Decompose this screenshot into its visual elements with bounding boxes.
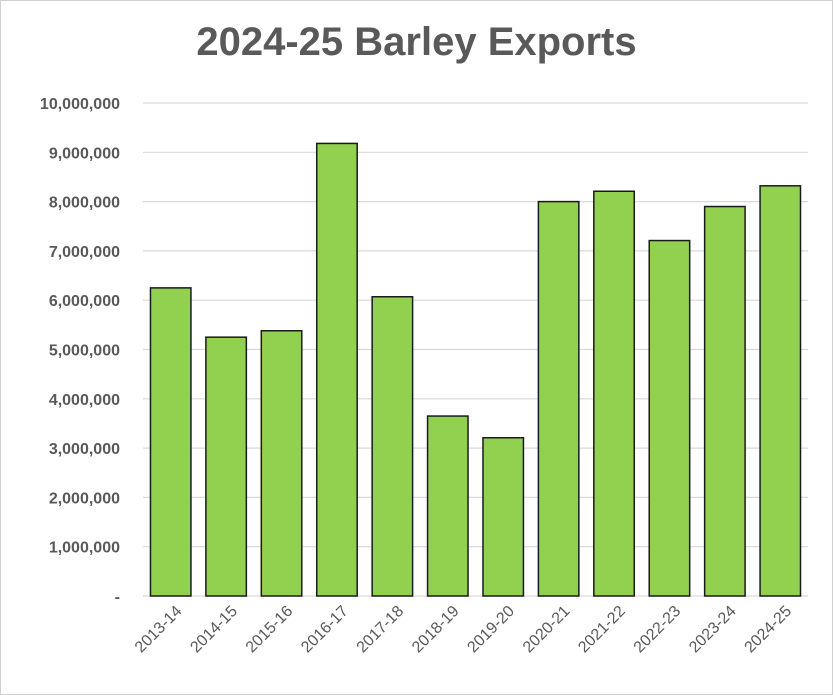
y-tick-label: 3,000,000 [49, 441, 120, 458]
bar-2018-19 [426, 415, 469, 597]
y-tick-label: 7,000,000 [49, 244, 120, 261]
y-tick-label: 6,000,000 [49, 293, 120, 310]
y-tick-label: 4,000,000 [49, 392, 120, 409]
y-tick-label: 5,000,000 [49, 343, 120, 360]
y-tick-label: 10,000,000 [40, 96, 120, 113]
bar-2020-21 [537, 200, 580, 597]
x-tick-label: 2022-23 [631, 603, 685, 657]
bar-2017-18 [371, 295, 414, 597]
x-tick-label: 2019-20 [464, 603, 518, 657]
y-tick-label: 1,000,000 [49, 540, 120, 557]
x-tick-label: 2014-15 [187, 603, 241, 657]
y-tick-label: 2,000,000 [49, 490, 120, 507]
x-tick-label: 2015-16 [243, 603, 297, 657]
bar-2019-20 [482, 436, 525, 597]
bar-2024-25 [759, 185, 802, 597]
bar-2014-15 [205, 336, 248, 597]
bar-2023-24 [703, 205, 746, 597]
chart-title: 2024-25 Barley Exports [196, 20, 637, 64]
gridlines [143, 102, 808, 597]
x-tick-label: 2021-22 [575, 603, 629, 657]
x-axis-tick-labels: 2013-14 2014-15 2015-16 2016-17 2017-18 2018-… [132, 603, 795, 657]
x-tick-label: 2023-24 [686, 603, 740, 657]
x-tick-label: 2017-18 [354, 603, 408, 657]
y-tick-label: - [115, 589, 120, 606]
y-axis-tick-labels: - 1,000,000 2,000,000 3,000,000 4,000,000 5,0… [40, 96, 120, 606]
bar-2016-17 [315, 142, 358, 597]
y-tick-label: 9,000,000 [49, 145, 120, 162]
x-tick-label: 2013-14 [132, 603, 186, 657]
bar-2013-14 [149, 287, 192, 597]
bar-2021-22 [593, 190, 636, 597]
y-tick-label: 8,000,000 [49, 195, 120, 212]
x-tick-label: 2024-25 [742, 603, 796, 657]
x-tick-label: 2020-21 [520, 603, 574, 657]
bar-2015-16 [260, 330, 303, 597]
bars [149, 142, 802, 597]
x-tick-label: 2016-17 [298, 603, 352, 657]
x-tick-label: 2018-19 [409, 603, 463, 657]
bar-2022-23 [648, 239, 691, 597]
